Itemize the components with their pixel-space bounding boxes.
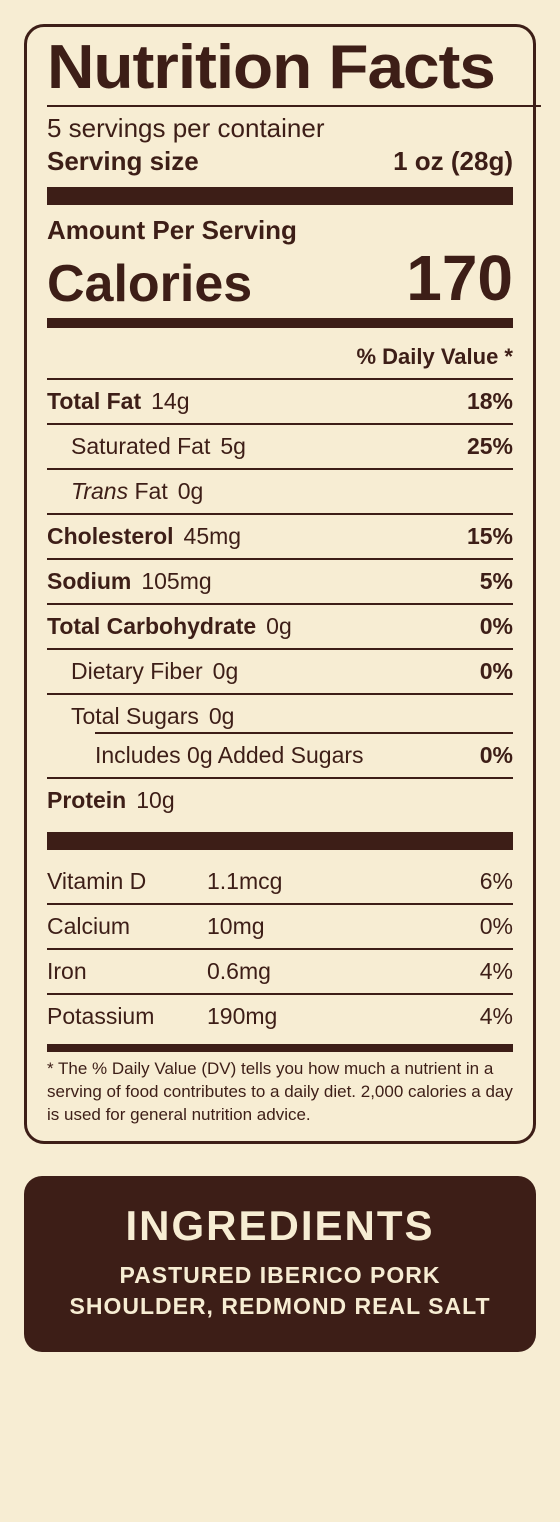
- vitamin-row-calcium: Calcium 10mg 0%: [47, 905, 513, 950]
- nutrient-dv: 18%: [467, 388, 513, 415]
- serving-size-row: Serving size 1 oz (28g): [47, 146, 513, 177]
- nutrient-name: Sodium: [47, 568, 131, 595]
- nutrient-row-cholesterol: Cholesterol 45mg 15%: [47, 515, 513, 560]
- vitamin-dv: 4%: [480, 1003, 513, 1030]
- nutrient-value: 45mg: [184, 523, 242, 550]
- nutrient-value: 105mg: [141, 568, 211, 595]
- calories-row: Calories 170: [47, 246, 513, 310]
- nutrient-name: Total Sugars: [71, 703, 199, 730]
- vitamin-name: Vitamin D: [47, 868, 207, 895]
- vitamin-dv: 0%: [480, 913, 513, 940]
- serving-size-value: 1 oz (28g): [393, 146, 513, 177]
- nutrient-value: 14g: [151, 388, 189, 415]
- nutrient-name: Includes 0g Added Sugars: [95, 742, 364, 769]
- nutrient-value: 0g: [209, 703, 235, 730]
- vitamin-dv: 6%: [480, 868, 513, 895]
- ingredients-panel: INGREDIENTS PASTURED IBERICO PORK SHOULD…: [24, 1176, 536, 1352]
- divider-bar: [47, 832, 513, 850]
- divider-bar: [47, 318, 513, 328]
- nutrient-dv: 0%: [480, 742, 513, 769]
- nutrient-dv: 25%: [467, 433, 513, 460]
- vitamin-name: Iron: [47, 958, 207, 985]
- vitamin-row-vitamin-d: Vitamin D 1.1mcg 6%: [47, 860, 513, 905]
- nutrient-row-protein: Protein 10g: [47, 779, 513, 822]
- nutrient-row-saturated-fat: Saturated Fat 5g 25%: [47, 425, 513, 470]
- servings-per-container: 5 servings per container: [47, 113, 513, 144]
- nutrient-dv: 0%: [480, 658, 513, 685]
- nutrient-name: Total Carbohydrate: [47, 613, 256, 640]
- nutrient-name: Trans Fat: [71, 478, 168, 505]
- daily-value-header: % Daily Value *: [47, 336, 513, 380]
- nutrient-value: 0g: [266, 613, 292, 640]
- nutrient-row-total-fat: Total Fat 14g 18%: [47, 380, 513, 425]
- nutrient-row-dietary-fiber: Dietary Fiber 0g 0%: [47, 650, 513, 695]
- nutrient-row-added-sugars: Includes 0g Added Sugars 0%: [47, 734, 513, 779]
- panel-title: Nutrition Facts: [47, 37, 541, 107]
- divider-bar: [47, 1044, 513, 1052]
- vitamin-dv: 4%: [480, 958, 513, 985]
- vitamin-name: Calcium: [47, 913, 207, 940]
- nutrient-value: 5g: [220, 433, 246, 460]
- nutrient-value: 0g: [178, 478, 204, 505]
- nutrient-dv: 0%: [480, 613, 513, 640]
- nutrient-dv: 5%: [480, 568, 513, 595]
- vitamin-value: 1.1mcg: [207, 868, 480, 895]
- vitamin-name: Potassium: [47, 1003, 207, 1030]
- nutrition-facts-panel: Nutrition Facts 5 servings per container…: [24, 24, 536, 1144]
- nutrient-value: 10g: [136, 787, 174, 814]
- nutrient-name: Cholesterol: [47, 523, 174, 550]
- vitamin-value: 10mg: [207, 913, 480, 940]
- vitamin-value: 0.6mg: [207, 958, 480, 985]
- nutrient-row-trans-fat: Trans Fat 0g: [47, 470, 513, 515]
- calories-label: Calories: [47, 258, 252, 310]
- vitamin-row-potassium: Potassium 190mg 4%: [47, 995, 513, 1038]
- ingredients-list: PASTURED IBERICO PORK SHOULDER, REDMOND …: [44, 1260, 516, 1322]
- nutrient-name: Saturated Fat: [71, 433, 210, 460]
- dv-footnote: * The % Daily Value (DV) tells you how m…: [47, 1058, 513, 1127]
- calories-value: 170: [406, 246, 513, 310]
- nutrient-value: 0g: [213, 658, 239, 685]
- vitamin-row-iron: Iron 0.6mg 4%: [47, 950, 513, 995]
- nutrient-row-total-carb: Total Carbohydrate 0g 0%: [47, 605, 513, 650]
- serving-size-label: Serving size: [47, 146, 199, 177]
- divider-bar: [47, 187, 513, 205]
- ingredients-title: INGREDIENTS: [44, 1202, 516, 1250]
- nutrient-dv: 15%: [467, 523, 513, 550]
- nutrient-name: Protein: [47, 787, 126, 814]
- vitamin-value: 190mg: [207, 1003, 480, 1030]
- nutrient-name: Dietary Fiber: [71, 658, 203, 685]
- nutrient-row-sodium: Sodium 105mg 5%: [47, 560, 513, 605]
- nutrient-name: Total Fat: [47, 388, 141, 415]
